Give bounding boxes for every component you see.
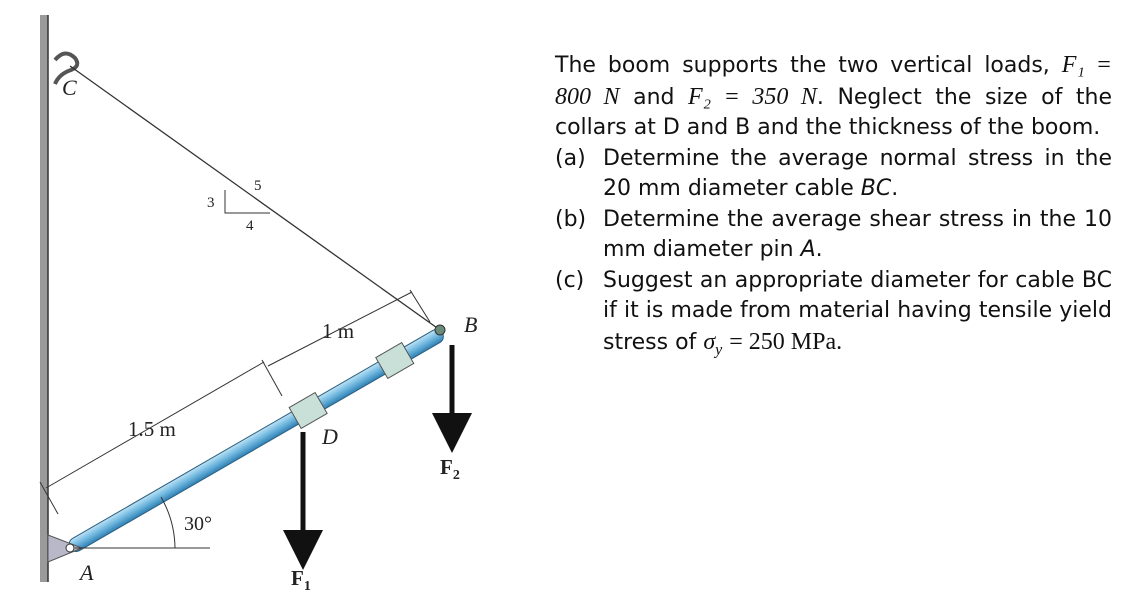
boom [68,329,444,552]
extension-line [39,481,59,515]
text: . [815,237,823,262]
text: Determine the average normal stress in t… [603,145,1112,202]
point-label: B [464,312,477,337]
dimension-line [45,361,265,489]
text: A [800,237,816,262]
wall [40,15,48,582]
text: The boom supports the two vertical loads… [555,53,1050,78]
slope-triangle [224,190,270,214]
force-label: F [440,455,453,479]
point-label: A [78,560,94,585]
pin-bracket [47,534,84,563]
dimension-label: 1.5 m [128,417,176,441]
text: . [891,176,899,201]
dimension-line [267,291,413,367]
text: Suggest an appropriate diameter for cabl… [603,267,1112,355]
hook [53,51,80,85]
part-text: Suggest an appropriate diameter for cabl… [603,266,1112,366]
force-label: F1 [291,566,311,594]
math: σ [703,328,716,355]
slope-label: 4 [246,218,254,234]
part: (b) Determine the average shear stress in… [555,205,1112,266]
extension-line [409,289,431,323]
angle-arc [160,496,176,549]
extension-line [261,359,283,397]
force-subscript: 1 [304,579,311,594]
part-label: (a) [555,145,586,171]
pin [65,543,75,553]
text: Determine the average shear stress in th… [603,206,1112,263]
text: and [633,84,675,110]
math-subscript: y [715,340,723,358]
part: (a) Determine the average normal stress i… [555,144,1112,205]
math: = 250 MPa. [729,328,843,355]
force-label: F2 [440,455,460,483]
math: F₂ = 350 N [688,83,817,110]
slope-label: 5 [254,178,262,194]
text: BC [860,176,892,201]
part-label: (c) [555,267,585,293]
dimension-label: 1 m [322,319,354,343]
parts: (a) Determine the average normal stress i… [555,144,1112,366]
point-label: D [321,424,338,449]
part: (c) Suggest an appropriate diameter for c… [555,266,1112,366]
part-label: (b) [555,206,587,232]
slope-label: 3 [207,195,215,211]
force-label: F [291,566,304,590]
point-label: C [62,75,77,100]
pin-b [434,324,446,336]
part-text: Determine the average shear stress in th… [603,205,1112,266]
part-text: Determine the average normal stress in t… [603,144,1112,205]
figure: C A B D 1 m 1.5 m 30° F1 F2 3 4 5 [39,15,477,594]
angle-label: 30° [184,513,212,535]
math: F₁ = 800 N [555,52,1112,110]
force-subscript: 2 [453,468,460,483]
cable [69,65,441,331]
text: . Neglect the size of the collars at D a… [555,84,1112,141]
problem-text: The boom supports the two vertical loads… [555,50,1112,365]
intro: The boom supports the two vertical loads… [555,50,1112,144]
